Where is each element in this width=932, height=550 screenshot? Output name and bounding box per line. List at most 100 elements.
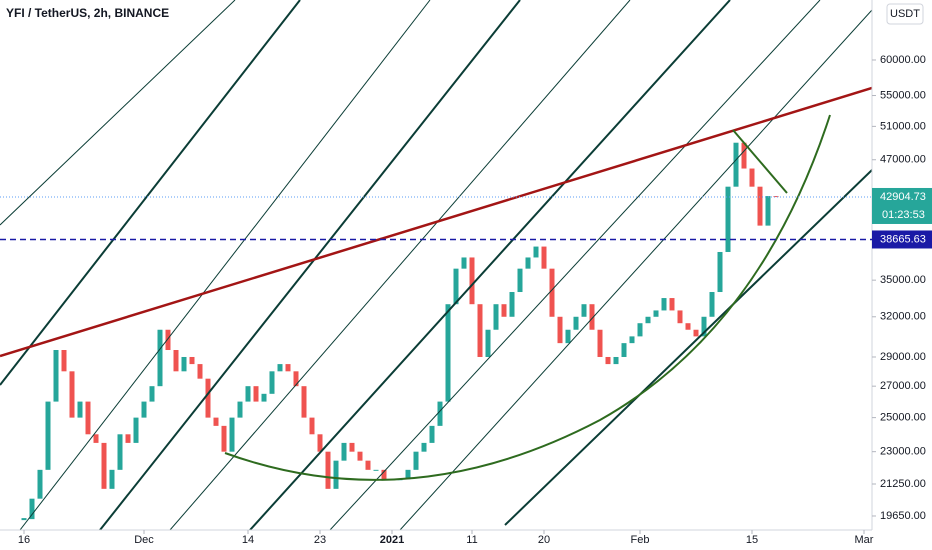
candle: [621, 343, 627, 357]
candle: [757, 186, 763, 226]
channel-line: [249, 0, 731, 530]
candle: [725, 186, 731, 252]
candle: [221, 425, 227, 452]
candle: [429, 425, 435, 443]
candle: [261, 393, 267, 402]
candle: [341, 442, 347, 461]
candle: [653, 310, 659, 317]
x-tick-label: 15: [746, 534, 758, 546]
y-tick-label: 55000.00: [880, 89, 926, 101]
candle: [629, 336, 635, 344]
candle: [269, 371, 275, 394]
candle: [413, 451, 419, 470]
candle: [469, 257, 475, 305]
candle: [349, 442, 355, 452]
candle: [213, 417, 219, 426]
candle: [373, 469, 379, 471]
candle: [741, 142, 747, 169]
candle: [493, 304, 499, 330]
x-tick-label: Dec: [134, 534, 154, 546]
x-tick-label: 2021: [380, 534, 404, 546]
candle: [325, 451, 331, 489]
candle: [693, 329, 699, 337]
candle: [701, 316, 707, 337]
price-axis: [872, 0, 932, 550]
x-tick-label: 23: [314, 534, 326, 546]
candle: [541, 246, 547, 269]
channel-line: [399, 9, 872, 530]
candle: [197, 364, 203, 379]
candle: [733, 142, 739, 187]
unit-label: USDT: [890, 8, 920, 20]
candle: [205, 378, 211, 418]
unit-box[interactable]: [886, 3, 924, 25]
candle: [533, 246, 539, 258]
candle: [597, 329, 603, 357]
y-tick-label: 35000.00: [880, 274, 926, 286]
candle: [661, 298, 667, 311]
channel-line: [329, 0, 821, 530]
candle: [141, 401, 147, 418]
candle: [677, 310, 683, 324]
candle: [237, 401, 243, 418]
support-line: [504, 169, 872, 526]
last-price-box: [872, 187, 932, 224]
candle: [117, 434, 123, 470]
candle: [477, 304, 483, 357]
chart-title: YFI / TetherUS, 2h, BINANCE: [6, 6, 169, 20]
candle: [549, 268, 555, 317]
candle: [485, 329, 491, 357]
y-tick-label: 23000.00: [880, 446, 926, 458]
y-tick-label: 27000.00: [880, 380, 926, 392]
candle: [773, 196, 779, 198]
candle: [589, 304, 595, 330]
channel-line: [0, 0, 236, 226]
candle: [637, 323, 643, 337]
candle: [749, 168, 755, 187]
candle: [557, 316, 563, 344]
candle: [509, 292, 515, 317]
candle: [605, 356, 611, 365]
candle: [157, 329, 163, 387]
candle: [245, 386, 251, 402]
candle: [381, 469, 387, 480]
candle: [285, 364, 291, 372]
candle: [357, 451, 363, 461]
candle: [765, 196, 771, 226]
channel-line: [0, 0, 301, 386]
candle: [453, 268, 459, 305]
candle: [445, 304, 451, 402]
candle: [317, 434, 323, 452]
candle: [581, 304, 587, 317]
y-tick-label: 60000.00: [880, 54, 926, 66]
candle: [333, 460, 339, 489]
candle: [405, 469, 411, 480]
candle: [293, 371, 299, 387]
candle: [501, 304, 507, 317]
candle: [685, 323, 691, 330]
y-tick-label: 32000.00: [880, 311, 926, 323]
candle: [277, 364, 283, 372]
candle: [173, 350, 179, 372]
candle: [709, 292, 715, 317]
candle: [573, 316, 579, 330]
last-price-label: 42904.73: [880, 191, 926, 203]
candle: [517, 268, 523, 293]
candle: [181, 356, 187, 372]
candle: [301, 386, 307, 418]
x-tick-label: 20: [538, 534, 550, 546]
candle: [309, 417, 315, 435]
channel-line: [99, 0, 521, 530]
countdown-label: 01:23:53: [882, 209, 925, 221]
candle: [149, 386, 155, 402]
candle: [85, 401, 91, 435]
candle: [69, 371, 75, 418]
candle: [45, 401, 51, 470]
channel-line: [19, 0, 431, 530]
candle: [61, 350, 67, 372]
y-tick-label: 47000.00: [880, 154, 926, 166]
x-tick-label: 14: [242, 534, 254, 546]
candle: [29, 498, 35, 520]
candle: [669, 298, 675, 311]
level-box: [872, 230, 932, 249]
